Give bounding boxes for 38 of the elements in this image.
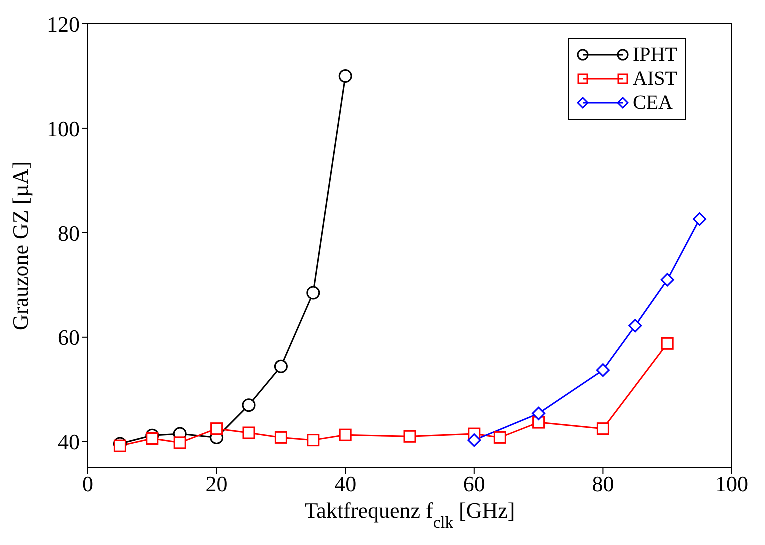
point bbox=[339, 428, 352, 442]
x-axis-title: Taktfrequenz f$_{clk}$ [GHz] bbox=[304, 498, 516, 532]
legend-label: IPHT bbox=[633, 44, 678, 66]
y-tick-label: 100 bbox=[47, 116, 80, 142]
point bbox=[307, 434, 320, 447]
point bbox=[532, 406, 546, 420]
point bbox=[114, 440, 126, 452]
point bbox=[274, 360, 288, 374]
point bbox=[596, 422, 610, 436]
point bbox=[468, 434, 482, 448]
point bbox=[274, 431, 288, 444]
x-tick-label: 0 bbox=[82, 472, 94, 497]
y-tick-label: 40 bbox=[58, 430, 80, 455]
x-tick-label: 100 bbox=[716, 472, 748, 497]
point bbox=[338, 69, 352, 83]
y-tick-label: 120 bbox=[47, 12, 80, 37]
legend-label: CEA bbox=[633, 92, 673, 114]
y-tick-label: 60 bbox=[58, 325, 80, 350]
x-tick-label: 60 bbox=[463, 472, 486, 497]
point bbox=[494, 431, 506, 444]
point bbox=[404, 430, 416, 443]
point bbox=[628, 319, 642, 333]
point bbox=[242, 398, 256, 412]
point bbox=[660, 273, 674, 287]
point bbox=[693, 212, 707, 226]
x-tick-label: 40 bbox=[334, 472, 357, 497]
point bbox=[306, 286, 320, 300]
x-tick-label: 20 bbox=[206, 472, 228, 497]
point bbox=[661, 337, 674, 350]
y-tick-label: 80 bbox=[58, 220, 80, 246]
point bbox=[210, 422, 224, 436]
x-tick-label: 80 bbox=[592, 472, 614, 497]
point bbox=[242, 426, 256, 440]
point bbox=[146, 432, 159, 445]
y-axis-title: Grauzone GZ [µA] bbox=[8, 161, 33, 331]
legend-label: AIST bbox=[633, 68, 678, 90]
point bbox=[174, 436, 186, 450]
point bbox=[596, 364, 610, 378]
